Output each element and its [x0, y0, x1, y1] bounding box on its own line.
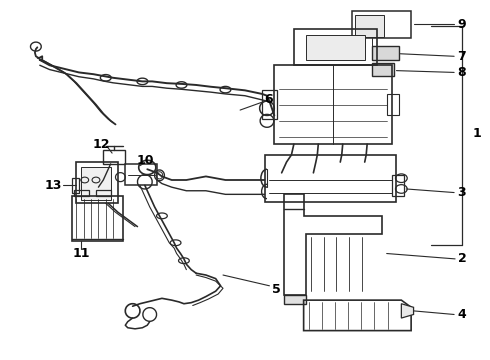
Text: 7: 7: [458, 50, 466, 63]
Bar: [125, 164, 157, 185]
Bar: [72, 178, 79, 193]
Text: 8: 8: [458, 66, 466, 79]
Text: 4: 4: [458, 308, 466, 321]
Bar: [294, 30, 377, 65]
Text: 13: 13: [45, 179, 62, 192]
Bar: [372, 45, 399, 60]
Bar: [96, 190, 111, 196]
Text: 11: 11: [73, 247, 90, 260]
Text: 9: 9: [458, 18, 466, 31]
Bar: [352, 12, 411, 39]
Bar: [81, 167, 111, 200]
Text: 1: 1: [472, 127, 481, 140]
Bar: [103, 149, 125, 164]
Bar: [392, 175, 404, 196]
Text: 12: 12: [92, 138, 110, 150]
Text: 2: 2: [458, 252, 466, 265]
Bar: [355, 15, 384, 37]
Bar: [76, 162, 118, 203]
Bar: [387, 94, 399, 116]
Text: 6: 6: [265, 93, 273, 106]
Bar: [372, 63, 394, 76]
Polygon shape: [284, 295, 306, 304]
Text: 3: 3: [458, 186, 466, 199]
Polygon shape: [401, 304, 414, 318]
Bar: [74, 190, 89, 196]
Bar: [265, 155, 396, 202]
Text: 10: 10: [136, 154, 153, 167]
Bar: [274, 65, 392, 144]
Bar: [306, 35, 365, 60]
Bar: [72, 196, 123, 241]
Bar: [262, 90, 277, 119]
Text: 5: 5: [272, 283, 281, 296]
